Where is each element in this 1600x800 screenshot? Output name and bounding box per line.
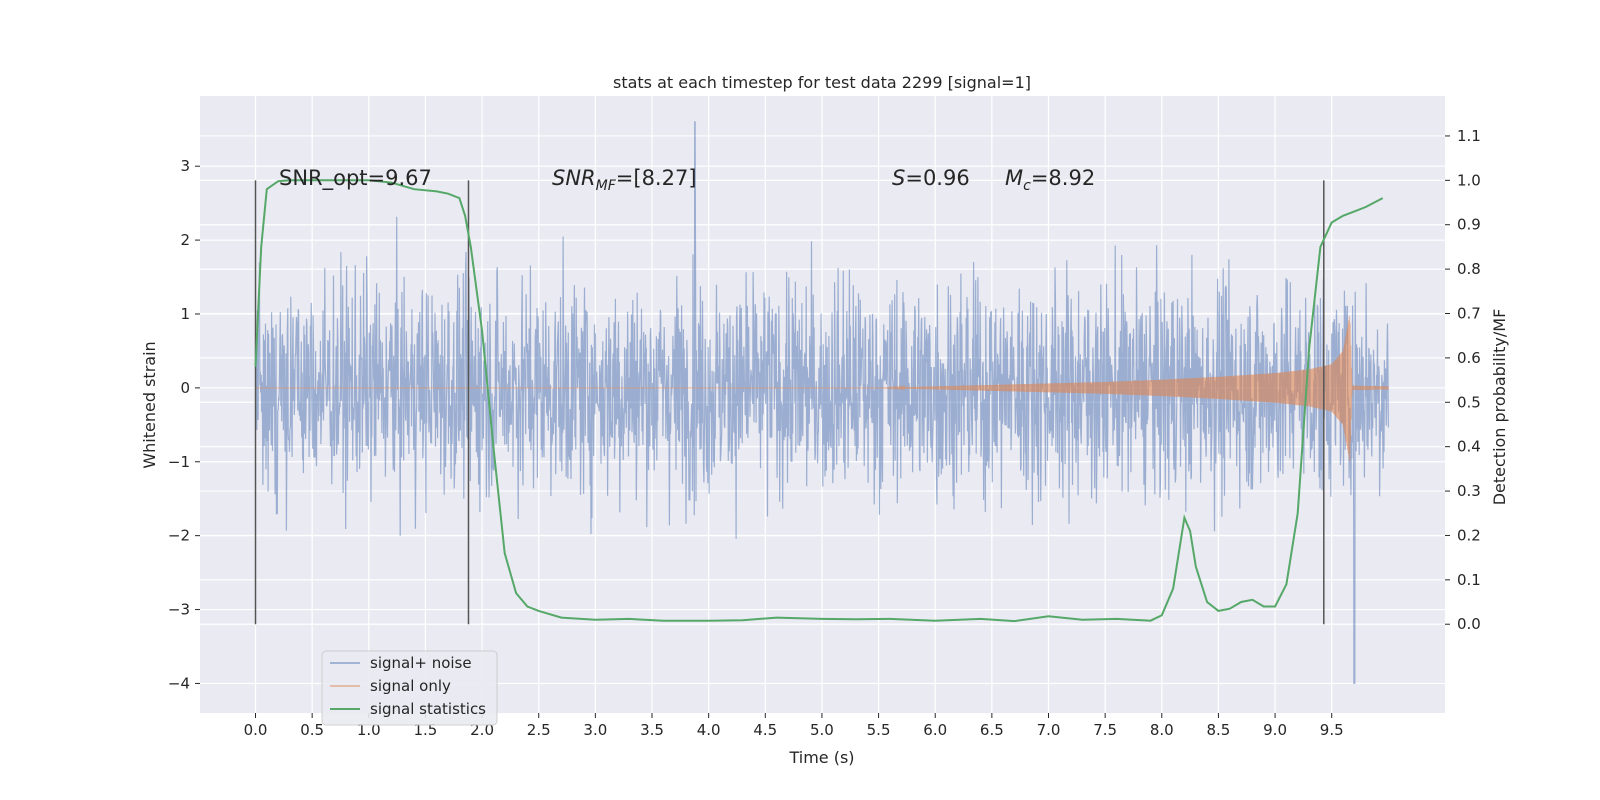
signal-only-line — [255, 316, 1389, 462]
x-tick-label: 2.5 — [527, 721, 551, 739]
legend-box — [321, 650, 498, 726]
y2-tick-label: 0.7 — [1457, 305, 1481, 323]
y-tick-label: −1 — [168, 453, 190, 471]
signal-statistics-line — [254, 179, 1384, 623]
y2-tick-label: 1.1 — [1457, 127, 1481, 145]
y2-tick-label: 0.5 — [1457, 393, 1481, 411]
y2-tick-label: 0.1 — [1457, 571, 1481, 589]
y2-tick-label: 0.8 — [1457, 260, 1481, 278]
y-tick-label: 2 — [180, 231, 190, 249]
tick-labels: 0.0 0.5 1.0 1.5 2.0 2.5 3.0 3.5 4.0 4.5 5.0 5.5 6.0 6… — [168, 127, 1481, 739]
x-tick-label: 0.0 — [244, 721, 268, 739]
y-tick-label: −3 — [168, 601, 190, 619]
x-tick-label: 3.5 — [640, 721, 664, 739]
annotation-mc: Mc=8.92 — [1005, 166, 1095, 194]
x-tick-label: 6.5 — [980, 721, 1004, 739]
vertical-markers — [254, 180, 1325, 625]
x-tick-label: 0.5 — [300, 721, 324, 739]
x-tick-label: 8.5 — [1207, 721, 1231, 739]
x-tick-label: 4.5 — [753, 721, 777, 739]
legend-label-signal: signal only — [370, 677, 451, 695]
y-tick-label: −4 — [168, 674, 190, 692]
y2-tick-label: 0.9 — [1457, 216, 1481, 234]
annotation-s: S=0.96 — [892, 166, 970, 190]
legend: signal+ noise signal only signal statist… — [321, 650, 498, 726]
series-signal-statistics — [254, 179, 1384, 623]
annotation-snr-opt: SNR_opt=9.67 — [279, 166, 432, 191]
x-tick-label: 5.5 — [867, 721, 891, 739]
y-tick-label: −2 — [168, 527, 190, 545]
legend-label-noise: signal+ noise — [370, 654, 472, 672]
y-tick-label: 1 — [180, 305, 190, 323]
y2-tick-label: 0.6 — [1457, 349, 1481, 367]
x-tick-label: 9.5 — [1320, 721, 1344, 739]
y2-tick-label: 0.0 — [1457, 615, 1481, 633]
x-tick-label: 4.0 — [697, 721, 721, 739]
y2-axis-label: Detection probability/MF — [1490, 309, 1509, 506]
series-signal-only — [255, 316, 1389, 462]
x-tick-label: 6.0 — [923, 721, 947, 739]
x-tick-label: 8.0 — [1150, 721, 1174, 739]
legend-label-statistics: signal statistics — [370, 700, 486, 718]
x-tick-label: 3.0 — [583, 721, 607, 739]
x-tick-label: 7.0 — [1037, 721, 1061, 739]
x-tick-label: 5.0 — [810, 721, 834, 739]
y-tick-label: 3 — [180, 157, 190, 175]
annotation-snr-mf: SNRMF=[8.27] — [552, 166, 697, 194]
y-tick-label: 0 — [180, 379, 190, 397]
chart-title: stats at each timestep for test data 229… — [613, 73, 1031, 92]
x-axis-label: Time (s) — [788, 748, 854, 767]
x-tick-label: 9.0 — [1263, 721, 1287, 739]
y2-tick-label: 0.3 — [1457, 482, 1481, 500]
y2-tick-label: 0.4 — [1457, 438, 1481, 456]
y2-tick-label: 0.2 — [1457, 526, 1481, 544]
y-axis-label: Whitened strain — [140, 341, 159, 468]
x-tick-label: 7.5 — [1093, 721, 1117, 739]
y2-tick-label: 1.0 — [1457, 171, 1481, 189]
